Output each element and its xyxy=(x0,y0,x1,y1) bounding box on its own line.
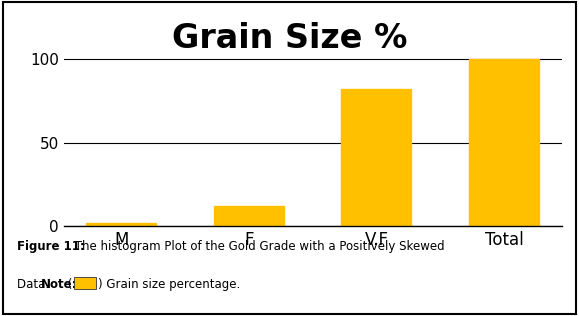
Bar xyxy=(342,89,412,226)
Text: ) Grain size percentage.: ) Grain size percentage. xyxy=(98,278,241,291)
Bar xyxy=(86,222,156,226)
Text: Data.: Data. xyxy=(17,278,53,291)
Bar xyxy=(214,206,284,226)
Text: Figure 11:: Figure 11: xyxy=(17,240,85,253)
Text: Note:: Note: xyxy=(41,278,77,291)
Text: (: ( xyxy=(64,278,72,291)
Text: The histogram Plot of the Gold Grade with a Positively Skewed: The histogram Plot of the Gold Grade wit… xyxy=(71,240,444,253)
Text: Grain Size %: Grain Size % xyxy=(172,22,407,55)
Bar xyxy=(469,59,539,226)
